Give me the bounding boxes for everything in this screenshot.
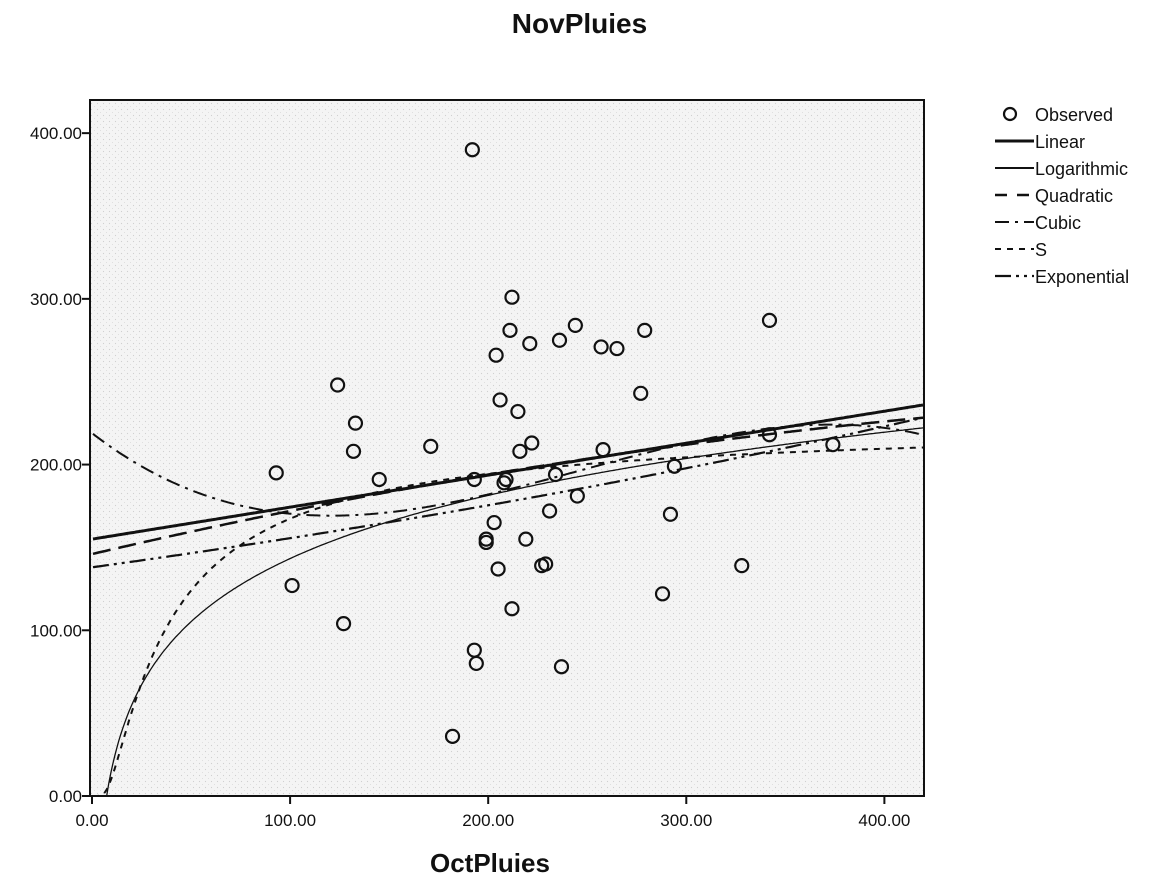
observed-point [486, 514, 502, 531]
observed-point [538, 556, 554, 572]
observed-point [423, 438, 439, 454]
observed-point [518, 531, 534, 547]
observed-point [466, 471, 482, 488]
observed-point [524, 435, 540, 451]
observed-point [522, 336, 538, 352]
observed-point [468, 655, 484, 672]
observed-point [541, 503, 558, 519]
observed-point [490, 561, 506, 577]
observed-point [595, 442, 611, 458]
observed-point [371, 471, 387, 488]
y-tick-label: 0.00 [49, 787, 82, 806]
legend-label-s: S [1035, 240, 1047, 260]
observed-point [502, 322, 518, 338]
observed-point [345, 443, 362, 459]
legend-label-logarithmic: Logarithmic [1035, 159, 1128, 179]
x-axis: 0.00 100.00 200.00 300.00 400.00 [75, 796, 910, 830]
x-axis-label: OctPluies [430, 848, 550, 878]
observed-point [825, 437, 841, 453]
legend-label-quadratic: Quadratic [1035, 186, 1113, 206]
observed-point [734, 558, 750, 574]
plot-area [89, 99, 925, 797]
observed-point [654, 586, 671, 602]
legend-label-exponential: Exponential [1035, 267, 1129, 287]
legend: Observed Linear Logarithmic Quadratic Cubic S… [995, 105, 1129, 287]
observed-point [609, 340, 625, 357]
observed-point [444, 728, 461, 744]
observed-point [464, 142, 480, 158]
observed-point [662, 506, 679, 522]
legend-label-cubic: Cubic [1035, 213, 1081, 233]
fit-curve-logarithmic [106, 427, 924, 796]
observed-point [330, 377, 346, 393]
observed-point [492, 392, 508, 408]
y-tick-label: 200.00 [30, 456, 82, 475]
fit-curve-exponential [92, 416, 924, 569]
observed-point [478, 534, 494, 551]
x-tick-label: 300.00 [660, 811, 712, 830]
observed-point [347, 415, 364, 431]
observed-point [547, 466, 564, 483]
observed-point [510, 403, 526, 420]
y-tick-label: 300.00 [30, 290, 82, 309]
legend-label-linear: Linear [1035, 132, 1085, 152]
observed-point [666, 458, 683, 474]
observed-point [335, 616, 352, 632]
observed-point [268, 465, 284, 481]
observed-point [553, 659, 570, 675]
x-tick-label: 100.00 [264, 811, 316, 830]
observed-point [569, 488, 585, 504]
y-tick-label: 100.00 [30, 621, 82, 640]
observed-point [504, 289, 520, 305]
y-tick-label: 400.00 [30, 124, 82, 143]
y-axis: 0.00 100.00 200.00 300.00 400.00 [30, 124, 90, 806]
observed-point [633, 385, 649, 401]
observed-point [761, 312, 778, 328]
observed-point [512, 443, 528, 459]
observed-point [567, 317, 583, 333]
legend-observed-label: Observed [1035, 105, 1113, 125]
legend-observed-marker [1002, 106, 1018, 122]
fit-curve-cubic [92, 423, 924, 517]
observed-point [284, 577, 300, 594]
observed-point [551, 332, 568, 348]
chart-title: NovPluies [511, 8, 648, 39]
x-tick-label: 0.00 [75, 811, 108, 830]
x-tick-label: 400.00 [858, 811, 910, 830]
observed-point [637, 322, 653, 338]
fit-curves [92, 403, 924, 796]
observed-point [488, 347, 504, 363]
observed-point [498, 471, 514, 488]
observed-point [761, 427, 778, 443]
observed-point [504, 601, 520, 617]
x-tick-label: 200.00 [462, 811, 514, 830]
observed-point [593, 339, 609, 355]
observed-points [268, 142, 841, 744]
fit-curve-s [93, 446, 924, 796]
